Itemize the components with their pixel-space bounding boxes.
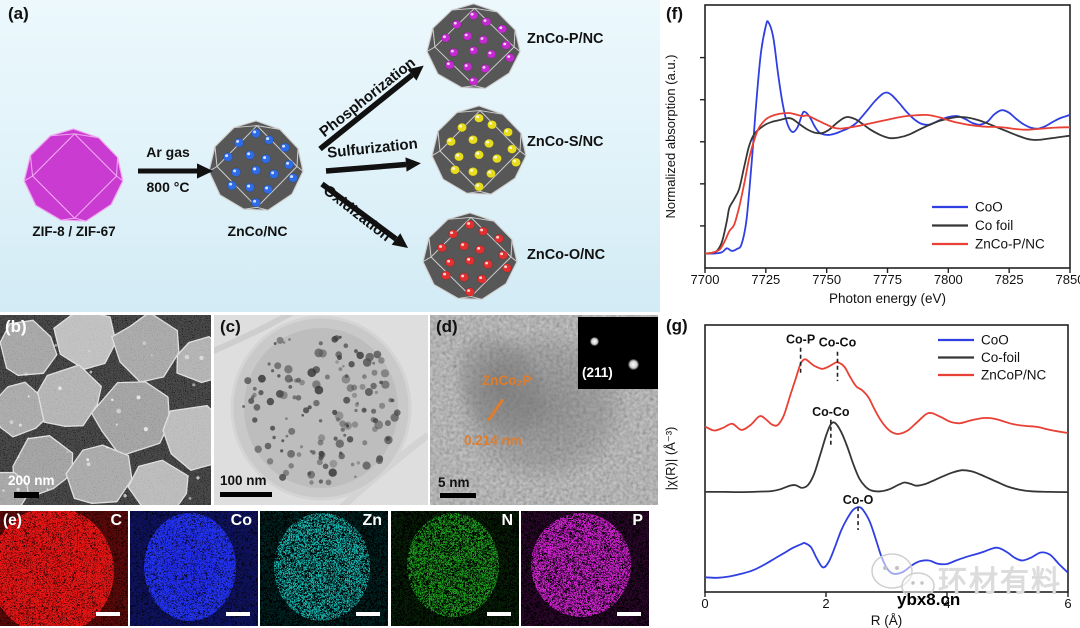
svg-text:7750: 7750 bbox=[812, 272, 841, 287]
panel-e-eds-maps: C (e) Co Zn N P bbox=[0, 511, 660, 626]
svg-text:Normalized absorption (a.u.): Normalized absorption (a.u.) bbox=[663, 54, 678, 218]
svg-text:Co-P: Co-P bbox=[786, 333, 815, 347]
panel-c-tem-image: (c) 100 nm bbox=[214, 315, 428, 505]
znco-nc-particle bbox=[208, 120, 304, 211]
panel-e-label: (e) bbox=[3, 512, 22, 529]
panel-b-scale-text: 200 nm bbox=[8, 473, 55, 488]
svg-text:2: 2 bbox=[822, 596, 829, 611]
svg-text:7850: 7850 bbox=[1056, 272, 1080, 287]
svg-text:CoO: CoO bbox=[975, 200, 1003, 215]
curve-ZnCo-P/NC bbox=[704, 112, 1070, 255]
intermediate-label: ZnCo/NC bbox=[227, 223, 288, 239]
watermark-site-text: ybx8.cn bbox=[897, 590, 961, 609]
diffraction-spot bbox=[590, 337, 599, 346]
conversion-temp-label: 800 °C bbox=[146, 179, 190, 195]
svg-text:ZnCoP/NC: ZnCoP/NC bbox=[981, 368, 1047, 383]
svg-text:Co foil: Co foil bbox=[975, 218, 1013, 233]
svg-text:Photon energy (eV): Photon energy (eV) bbox=[829, 291, 946, 306]
product-s-label: ZnCo-S/NC bbox=[527, 134, 604, 150]
eds-element-label-C: C bbox=[110, 512, 122, 529]
panel-d-hrtem-image: (d) ZnCo₂P 0.214 nm (211) 5 nm bbox=[430, 315, 658, 505]
panel-b-scale-bar bbox=[14, 492, 39, 498]
product-o-label: ZnCo-O/NC bbox=[527, 247, 606, 263]
znco-p-nc-particle bbox=[426, 3, 521, 89]
panel-b-sem-image: (b) 200 nm bbox=[0, 315, 211, 505]
panel-d-scale-bar bbox=[440, 493, 476, 498]
diffraction-inset: (211) bbox=[578, 317, 658, 389]
eds-map-N: N bbox=[391, 511, 519, 626]
lattice-spacing-annotation: 0.214 nm bbox=[464, 433, 522, 448]
svg-text:ZnCo-P/NC: ZnCo-P/NC bbox=[975, 237, 1045, 252]
eds-element-label-Zn: Zn bbox=[362, 512, 382, 529]
eds-scale-bar bbox=[96, 611, 120, 616]
zif-precursor-particle bbox=[23, 128, 124, 222]
panel-b-label: (b) bbox=[5, 317, 27, 336]
synthesis-schematic-art bbox=[23, 3, 527, 300]
svg-text:0: 0 bbox=[701, 596, 708, 611]
svg-text:R (Å): R (Å) bbox=[871, 613, 903, 628]
curve-CoO bbox=[704, 506, 1069, 579]
curve-Co-foil bbox=[704, 421, 1069, 494]
eds-scale-bar bbox=[226, 611, 250, 616]
eds-element-label-N: N bbox=[501, 512, 513, 529]
eds-map-Zn: Zn bbox=[260, 511, 388, 626]
tem-texture bbox=[214, 315, 428, 505]
svg-text:|χ(R)| (Å⁻³): |χ(R)| (Å⁻³) bbox=[663, 427, 678, 491]
panel-a-label: (a) bbox=[8, 4, 29, 23]
svg-text:7825: 7825 bbox=[995, 272, 1024, 287]
znco-o-nc-particle bbox=[422, 212, 518, 300]
svg-text:4: 4 bbox=[943, 596, 950, 611]
eds-map-C: C (e) bbox=[0, 511, 128, 626]
panel-g-label: (g) bbox=[666, 316, 688, 335]
chart-svg-f: 7700 7725 7750 7775 7800 7825 7850 Photon energ… bbox=[663, 4, 1080, 306]
sem-texture bbox=[0, 315, 211, 505]
hrtem-texture bbox=[430, 315, 658, 505]
znco-s-nc-particle bbox=[431, 105, 527, 195]
svg-text:7725: 7725 bbox=[751, 272, 780, 287]
panel-c-label: (c) bbox=[220, 317, 241, 336]
svg-text:Co-O: Co-O bbox=[843, 493, 874, 507]
svg-text:Co-Co: Co-Co bbox=[819, 335, 857, 349]
panel-f-label: (f) bbox=[666, 4, 683, 23]
curve-CoO bbox=[704, 20, 1071, 255]
panel-d-label: (d) bbox=[436, 317, 458, 336]
eds-map-Co: Co bbox=[130, 511, 258, 626]
curve-ZnCoP/NC bbox=[704, 358, 1069, 435]
eds-scale-bar bbox=[487, 611, 511, 616]
watermark-chat-bubbles-icon bbox=[871, 553, 935, 600]
watermark-brand-text: 环材有料 bbox=[938, 566, 1063, 598]
svg-text:7775: 7775 bbox=[873, 272, 902, 287]
eds-element-label-P: P bbox=[632, 512, 643, 529]
eds-scale-bar bbox=[617, 611, 641, 616]
diffraction-spot bbox=[628, 359, 639, 370]
panel-g-exafs-chart: 0 2 4 6 R (Å) |χ(R)| (Å⁻³) Co-P Co-Co Co-Co Co-O C… bbox=[660, 310, 1080, 628]
curve-Co foil bbox=[704, 116, 1071, 255]
panel-c-scale-text: 100 nm bbox=[220, 473, 267, 488]
xanes-plot: 7700 7725 7750 7775 7800 7825 7850 Photon energ… bbox=[660, 0, 1080, 315]
chart-svg-g: 0 2 4 6 R (Å) |χ(R)| (Å⁻³) Co-P Co-Co Co-Co Co-O C… bbox=[663, 324, 1072, 628]
diffraction-plane-label: (211) bbox=[582, 365, 613, 380]
svg-text:CoO: CoO bbox=[981, 333, 1009, 348]
panel-a-schematic: (a) ZIF-8 / ZIF-67 Ar gas 800 °C ZnCo/NC… bbox=[0, 0, 660, 312]
precursor-label: ZIF-8 / ZIF-67 bbox=[32, 224, 116, 239]
svg-text:6: 6 bbox=[1064, 596, 1071, 611]
conversion-gas-label: Ar gas bbox=[146, 144, 190, 160]
svg-text:7700: 7700 bbox=[691, 272, 720, 287]
panel-d-scale-text: 5 nm bbox=[438, 475, 470, 490]
svg-text:Co-foil: Co-foil bbox=[981, 350, 1020, 365]
svg-text:Co-Co: Co-Co bbox=[812, 405, 850, 419]
phase-annotation: ZnCo₂P bbox=[482, 373, 532, 388]
eds-element-label-Co: Co bbox=[230, 512, 252, 529]
eds-map-P: P bbox=[521, 511, 649, 626]
exafs-plot: 0 2 4 6 R (Å) |χ(R)| (Å⁻³) Co-P Co-Co Co-Co Co-O C… bbox=[660, 310, 1080, 628]
svg-text:7800: 7800 bbox=[934, 272, 963, 287]
panel-c-scale-bar bbox=[220, 492, 272, 497]
product-p-label: ZnCo-P/NC bbox=[527, 31, 604, 47]
eds-scale-bar bbox=[356, 611, 380, 616]
panel-f-xanes-chart: 7700 7725 7750 7775 7800 7825 7850 Photon energ… bbox=[660, 0, 1080, 310]
